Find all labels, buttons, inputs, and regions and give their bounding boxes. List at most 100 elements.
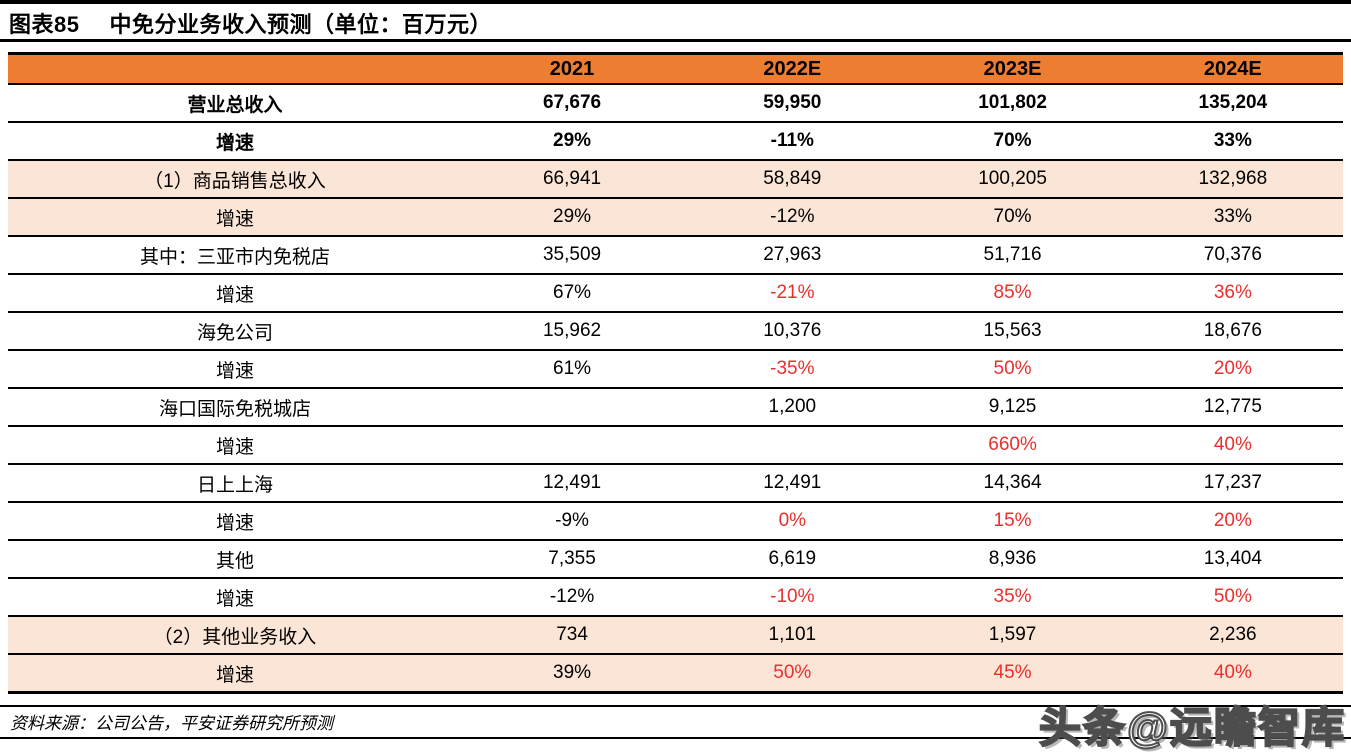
row-label: 其他 (8, 540, 462, 579)
value-cell: 36% (1122, 274, 1343, 313)
value-cell: 12,775 (1122, 388, 1343, 427)
value-cell: 51,716 (902, 236, 1123, 275)
row-label: 海免公司 (8, 312, 462, 351)
row-label: （2）其他业务收入 (8, 616, 462, 655)
value-cell: 66,941 (461, 160, 683, 199)
value-cell: 15,563 (902, 312, 1123, 351)
value-cell: 17,237 (1122, 464, 1343, 503)
value-cell: 660% (902, 426, 1123, 465)
value-cell: -35% (682, 350, 903, 389)
value-cell: 2,236 (1122, 616, 1343, 655)
table-row: 增速 -12% -10% 35% 50% (8, 578, 1343, 617)
value-cell: -21% (682, 274, 903, 313)
value-cell: 50% (1122, 578, 1343, 617)
figure-label: 图表85 (9, 12, 80, 37)
row-label: 增速 (8, 654, 462, 694)
table-header-row: 2021 2022E 2023E 2024E (8, 52, 1343, 85)
row-label: 增速 (8, 426, 462, 465)
value-cell: 70% (902, 122, 1123, 161)
value-cell: -12% (461, 578, 683, 617)
value-cell: 7,355 (461, 540, 683, 579)
value-cell (461, 388, 683, 427)
table-row: 增速 660% 40% (8, 426, 1343, 465)
table-row: 增速 29% -12% 70% 33% (8, 198, 1343, 237)
table-row: （1）商品销售总收入 66,941 58,849 100,205 132,968 (8, 160, 1343, 199)
value-cell: 45% (902, 654, 1123, 694)
page-title: 图表85 中免分业务收入预测（单位：百万元） (9, 7, 1343, 39)
table-row: 海口国际免税城店 1,200 9,125 12,775 (8, 388, 1343, 427)
value-cell: 9,125 (902, 388, 1123, 427)
value-cell: 35,509 (461, 236, 683, 275)
table-row: 营业总收入 67,676 59,950 101,802 135,204 (8, 84, 1343, 123)
value-cell: 15% (902, 502, 1123, 541)
table-row: 其中：三亚市内免税店 35,509 27,963 51,716 70,376 (8, 236, 1343, 275)
forecast-table: 2021 2022E 2023E 2024E 营业总收入 67,676 59,950 101… (8, 52, 1343, 694)
value-cell: -11% (682, 122, 903, 161)
row-label: 增速 (8, 350, 462, 389)
value-cell: 29% (461, 198, 683, 237)
value-cell: 70% (902, 198, 1123, 237)
table-row: 增速 67% -21% 85% 36% (8, 274, 1343, 313)
row-label: 增速 (8, 502, 462, 541)
year-column-header: 2022E (682, 52, 903, 85)
row-label: 营业总收入 (8, 84, 462, 123)
table-row: 海免公司 15,962 10,376 15,563 18,676 (8, 312, 1343, 351)
value-cell: 29% (461, 122, 683, 161)
value-cell: 10,376 (682, 312, 903, 351)
title-rule (0, 39, 1351, 42)
value-cell: -9% (461, 502, 683, 541)
value-cell: 70,376 (1122, 236, 1343, 275)
value-cell: 67% (461, 274, 683, 313)
year-column-header: 2023E (902, 52, 1123, 85)
value-cell: 40% (1122, 426, 1343, 465)
value-cell: 20% (1122, 502, 1343, 541)
value-cell: -10% (682, 578, 903, 617)
value-cell: 50% (902, 350, 1123, 389)
value-cell: 0% (682, 502, 903, 541)
value-cell: 35% (902, 578, 1123, 617)
row-label: 其中：三亚市内免税店 (8, 236, 462, 275)
value-cell: 132,968 (1122, 160, 1343, 199)
value-cell: 734 (461, 616, 683, 655)
table-row: （2）其他业务收入 734 1,101 1,597 2,236 (8, 616, 1343, 655)
value-cell: 18,676 (1122, 312, 1343, 351)
value-cell: 14,364 (902, 464, 1123, 503)
source-note: 资料来源：公司公告，平安证券研究所预测 (0, 705, 1351, 739)
year-column-header: 2024E (1122, 52, 1343, 85)
value-cell: -12% (682, 198, 903, 237)
value-cell: 135,204 (1122, 84, 1343, 123)
value-cell: 8,936 (902, 540, 1123, 579)
value-cell: 50% (682, 654, 903, 694)
row-label: 增速 (8, 122, 462, 161)
value-cell: 33% (1122, 122, 1343, 161)
row-label: 海口国际免税城店 (8, 388, 462, 427)
value-cell: 1,101 (682, 616, 903, 655)
table-row: 增速 29% -11% 70% 33% (8, 122, 1343, 161)
value-cell: 1,200 (682, 388, 903, 427)
value-cell: 12,491 (682, 464, 903, 503)
value-cell: 67,676 (461, 84, 683, 123)
top-rule (0, 0, 1351, 4)
value-cell: 39% (461, 654, 683, 694)
year-column-header: 2021 (461, 52, 683, 85)
value-cell (461, 426, 683, 465)
table-row: 增速 39% 50% 45% 40% (8, 654, 1343, 694)
row-label-column-header (8, 52, 462, 85)
value-cell: 12,491 (461, 464, 683, 503)
value-cell: 59,950 (682, 84, 903, 123)
table-row: 增速 61% -35% 50% 20% (8, 350, 1343, 389)
value-cell: 58,849 (682, 160, 903, 199)
value-cell: 33% (1122, 198, 1343, 237)
value-cell: 85% (902, 274, 1123, 313)
value-cell: 1,597 (902, 616, 1123, 655)
row-label: 增速 (8, 578, 462, 617)
value-cell: 20% (1122, 350, 1343, 389)
row-label: 增速 (8, 198, 462, 237)
row-label: 增速 (8, 274, 462, 313)
row-label: （1）商品销售总收入 (8, 160, 462, 199)
value-cell: 100,205 (902, 160, 1123, 199)
value-cell: 40% (1122, 654, 1343, 694)
row-label: 日上上海 (8, 464, 462, 503)
value-cell: 61% (461, 350, 683, 389)
